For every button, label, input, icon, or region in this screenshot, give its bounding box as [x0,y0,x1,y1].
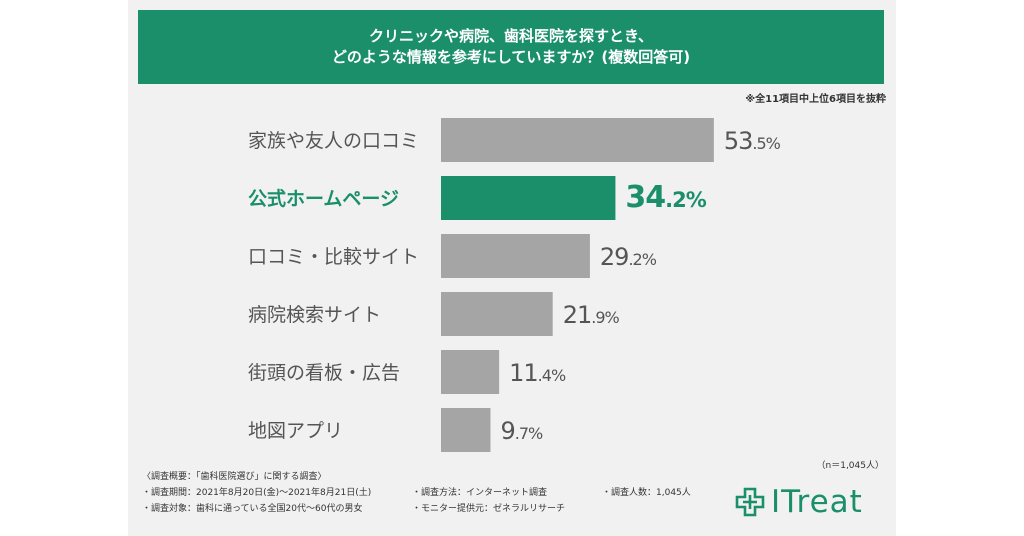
category-label: 街頭の看板・広告 [248,362,400,384]
bar [441,176,616,220]
logo-text: ITreat [771,484,863,520]
survey-provider: ・モニター提供元：ゼネラルリサーチ [412,504,566,514]
bar [441,118,714,162]
value-label: 9.7% [500,417,543,445]
category-label: 病院検索サイト [248,304,381,326]
sample-size-note: （n＝1,045人） [816,461,884,471]
chart-title-banner: クリニックや病院、歯科医院を探すとき、 どのような情報を参考にしていますか？(複… [138,10,884,84]
category-label: 地図アプリ [248,420,343,442]
itreat-logo: ITreat [735,484,863,520]
excerpt-note: ※全11項目中上位6項目を抜粋 [745,94,886,105]
value-label: 34.2% [625,180,706,215]
bar [441,234,590,278]
title-line-1: クリニックや病院、歯科医院を探すとき、 [369,27,653,45]
bar [441,292,553,336]
category-label: 公式ホームページ [248,187,399,210]
category-label: 口コミ・比較サイト [248,246,419,268]
value-label: 53.5% [724,127,781,155]
survey-target: ・調査対象：歯科に通っている全国20代〜60代の男女 [142,504,363,514]
survey-method: ・調査方法：インターネット調査 [412,488,548,498]
value-label: 11.4% [509,359,566,387]
bar [441,350,500,394]
value-label: 29.2% [600,243,657,271]
bar [441,408,491,452]
survey-summary: 〈調査概要：「歯科医院選び」に関する調査〉 ・調査期間：2021年8月20日(金… [142,469,742,517]
category-label: 家族や友人の口コミ [248,130,419,152]
survey-period: ・調査期間：2021年8月20日(金)〜2021年8月21日(土) [142,488,372,498]
survey-title: 〈調査概要：「歯科医院選び」に関する調査〉 [142,472,327,482]
title-line-2: どのような情報を参考にしていますか？(複数回答可) [331,48,691,66]
medical-cross-icon [735,487,765,517]
value-label: 21.9% [563,301,620,329]
survey-count: ・調査人数：1,045人 [602,488,691,498]
